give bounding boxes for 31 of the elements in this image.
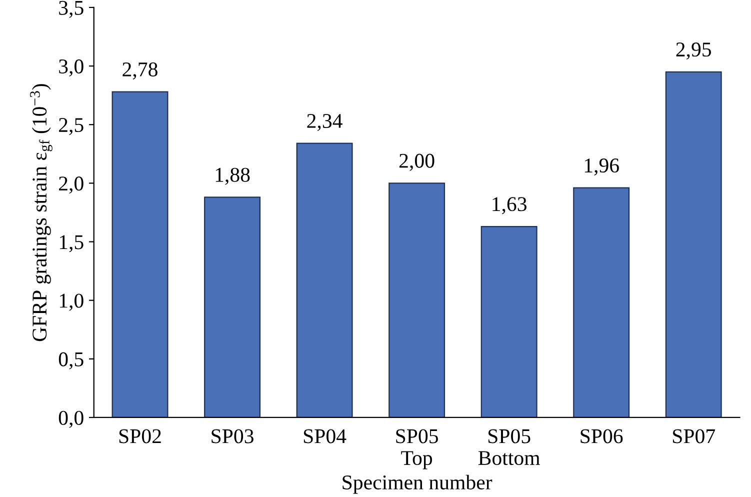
- y-tick-label: 0,5: [58, 352, 84, 370]
- bar: [573, 187, 630, 418]
- x-tick-label: SP03: [212, 429, 254, 444]
- y-axis-title: GFRP gratings strain ε$_{gf}$ (10$^{−3}$): [30, 84, 52, 342]
- y-tick-label: 3,5: [59, 0, 84, 18]
- x-tick-label: SP05 Bottom: [478, 429, 540, 466]
- data-label: 1,63: [492, 197, 526, 214]
- bar: [296, 142, 353, 418]
- x-axis-title: Specimen number: [342, 474, 492, 494]
- y-tick-label: 1,0: [60, 294, 84, 311]
- data-label: 2,78: [122, 62, 158, 80]
- x-tick-label: SP02: [119, 429, 161, 444]
- data-label: 2,95: [676, 42, 712, 60]
- bar: [480, 226, 538, 418]
- y-tick-label: 0,0: [58, 410, 84, 428]
- data-label: 2,00: [399, 154, 434, 171]
- y-tick-label: 2,5: [59, 118, 84, 136]
- y-tick-label: 1,5: [60, 235, 84, 252]
- x-tick-label: SP07: [672, 429, 716, 444]
- y-tick-label: 2,0: [59, 176, 84, 194]
- x-tick-label: SP04: [304, 429, 346, 444]
- data-label: 1,96: [584, 158, 619, 176]
- x-tick-label: SP05 Top: [396, 429, 438, 470]
- bar: [665, 71, 722, 418]
- data-label: 1,88: [216, 168, 250, 185]
- bar: [388, 182, 446, 418]
- bar: [204, 196, 261, 418]
- data-label: 2,34: [307, 114, 342, 132]
- x-tick-label: SP06: [580, 429, 623, 444]
- y-tick-label: 3,0: [59, 59, 84, 76]
- bar: [112, 91, 168, 418]
